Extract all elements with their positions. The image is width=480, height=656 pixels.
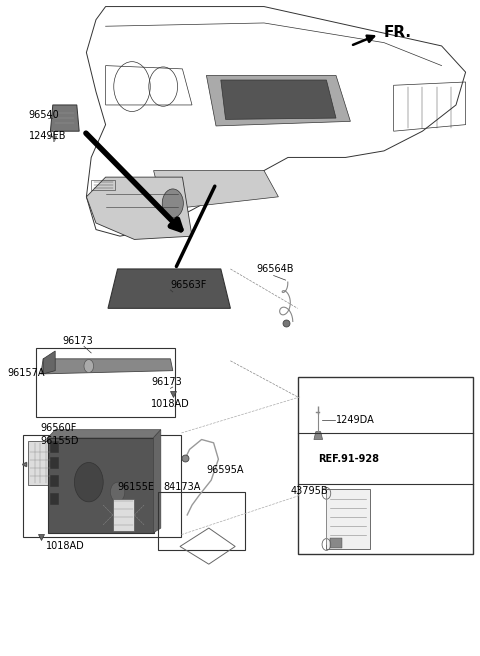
Text: 96157A: 96157A [7,367,45,378]
Polygon shape [86,177,192,239]
Bar [50,475,59,487]
Polygon shape [221,85,336,118]
Text: 43795B: 43795B [291,485,328,496]
Bar [50,457,59,469]
Text: FR.: FR. [384,26,412,40]
Text: 96540: 96540 [29,110,60,120]
Polygon shape [154,171,278,210]
Text: 96173: 96173 [151,377,182,387]
Circle shape [84,359,94,373]
Bar [23,435,181,537]
Bar [330,538,342,548]
Text: 1018AD: 1018AD [151,399,190,409]
Text: 96563F: 96563F [170,280,207,290]
Polygon shape [206,75,350,126]
Bar [298,377,473,554]
Text: 84173A: 84173A [163,482,201,492]
Polygon shape [221,80,336,119]
Text: 96155D: 96155D [41,436,79,446]
Text: 96173: 96173 [62,336,93,346]
Circle shape [162,189,183,218]
Bar [36,348,175,417]
Bar [48,438,154,533]
Polygon shape [113,499,134,531]
Text: 96560F: 96560F [41,423,77,433]
Text: 96595A: 96595A [206,464,244,475]
Bar [158,492,245,550]
Polygon shape [154,430,161,533]
Text: 1018AD: 1018AD [46,541,84,551]
Polygon shape [314,432,323,440]
Polygon shape [41,359,173,374]
Text: 1249DA: 1249DA [336,415,375,425]
Text: 96564B: 96564B [257,264,294,274]
Polygon shape [43,351,55,374]
Polygon shape [50,105,79,131]
Text: 1249EB: 1249EB [29,131,66,141]
Circle shape [110,482,125,502]
Text: 96155E: 96155E [118,482,155,492]
Bar [50,441,59,453]
Polygon shape [108,269,230,308]
Polygon shape [48,430,161,438]
Circle shape [74,462,103,502]
Bar [50,493,59,505]
Text: REF.91-928: REF.91-928 [318,453,379,464]
Bar [28,441,53,485]
Bar [326,489,370,549]
